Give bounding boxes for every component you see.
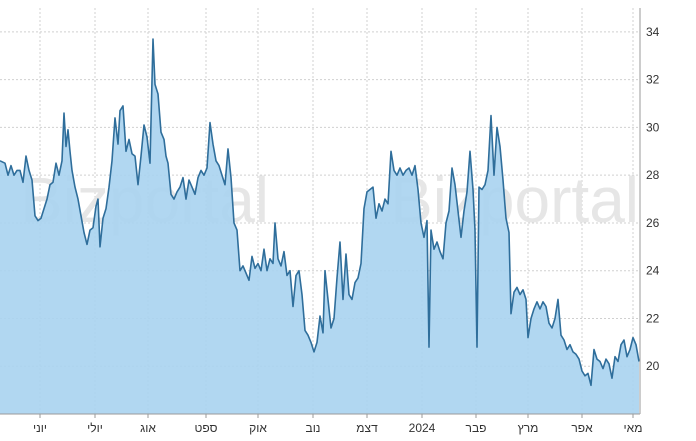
- y-tick-label-26: 26: [646, 216, 660, 230]
- x-tick-label-3: ספט: [195, 421, 218, 435]
- x-tick-label-1: יולי: [87, 421, 103, 435]
- y-tick-label-30: 30: [646, 120, 660, 134]
- price-area: [0, 39, 639, 414]
- x-tick-label-10: אפר: [571, 421, 593, 435]
- x-tick-label-9: מרץ: [518, 421, 539, 435]
- price-line: [0, 38, 640, 387]
- x-tick-label-4: אוק: [249, 421, 267, 435]
- y-tick-labels: 20 22 24 26 28 30 32 34: [646, 25, 660, 373]
- x-tick-label-0: יוני: [33, 421, 47, 435]
- y-tick-label-20: 20: [646, 359, 660, 373]
- x-tick-label-11: מאי: [624, 421, 643, 435]
- x-tick-labels: יוני יולי אוג ספט אוק נוב דצמ 2024 פבר מרץ אפר מאי: [33, 414, 642, 435]
- y-tick-label-34: 34: [646, 25, 660, 39]
- y-tick-label-28: 28: [646, 168, 660, 182]
- x-tick-label-5: נוב: [306, 421, 321, 435]
- y-tick-label-24: 24: [646, 264, 660, 278]
- x-tick-label-8: פבר: [466, 421, 487, 435]
- x-tick-label-2: אוג: [140, 421, 156, 435]
- watermark-right: Bizportal: [390, 164, 639, 236]
- y-tick-label-32: 32: [646, 73, 660, 87]
- x-tick-label-6: דצמ: [356, 421, 378, 435]
- y-tick-label-22: 22: [646, 311, 660, 325]
- x-tick-label-7: 2024: [409, 421, 436, 435]
